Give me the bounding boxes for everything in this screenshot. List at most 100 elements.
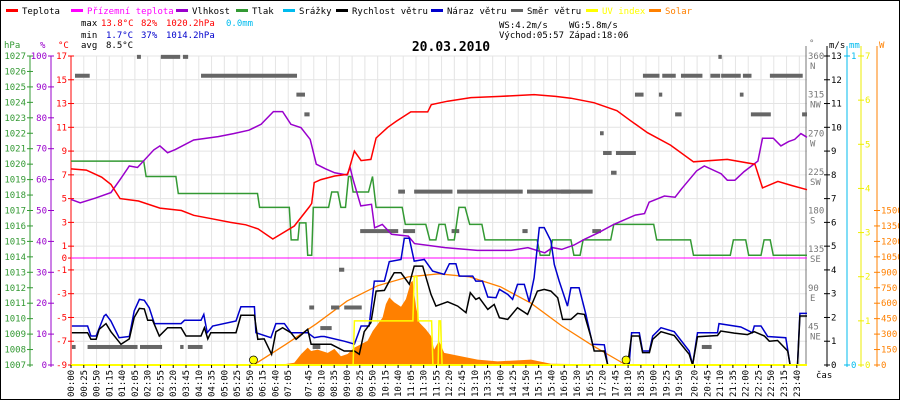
humidity-tick-label: 50: [36, 207, 47, 217]
stats-wind-speed: WS:4.2m/s: [499, 21, 548, 31]
x-tick-label: 20:45: [703, 370, 713, 397]
pressure-tick-label: 1026: [4, 67, 26, 77]
x-tick-label: 05:50: [246, 370, 256, 397]
legend-swatch: [431, 9, 443, 12]
wind-direction-mark: [320, 326, 332, 331]
x-tick-label: 12:45: [458, 370, 468, 397]
legend-label: Teplota: [22, 7, 60, 17]
pressure-tick-label: 1027: [4, 52, 26, 62]
stats-min-hum: 37%: [141, 31, 158, 41]
solar-tick-label: 0: [881, 361, 886, 371]
legend-swatch: [176, 9, 188, 12]
wind-speed-line: [71, 265, 807, 366]
stats-max-rain: 0.0mm: [226, 19, 253, 29]
wind-tick-label: 2: [831, 313, 836, 323]
humidity-tick-label: 60: [36, 176, 47, 186]
wind-direction-mark: [312, 344, 321, 349]
temperature-tick-label: -9: [56, 361, 67, 371]
legend-swatch: [236, 9, 248, 12]
rain-tick-label: 1: [851, 52, 856, 62]
wind-direction-mark: [160, 54, 181, 59]
x-tick-label: 00:50: [93, 370, 103, 397]
solar-tick-label: 450: [881, 315, 897, 325]
solar-tick-label: 300: [881, 330, 897, 340]
x-tick-label: 09:00: [343, 370, 353, 397]
x-tick-label: 22:50: [767, 370, 777, 397]
direction-tick-label: 270: [808, 129, 824, 139]
wind-tick-label: 7: [831, 195, 836, 205]
rain-unit: mm: [849, 41, 860, 51]
uv-tick-label: 4: [865, 184, 870, 194]
legend-label: Náraz větru: [447, 7, 507, 17]
uv-tick-label: 7: [865, 52, 870, 62]
wind-direction-mark: [180, 344, 184, 349]
wind-tick-label: 0: [831, 361, 836, 371]
wind-direction-mark: [296, 92, 305, 97]
wind-direction-mark: [742, 73, 752, 78]
x-tick-label: 02:55: [156, 370, 166, 397]
wind-direction-mark: [701, 344, 712, 349]
wind-direction-mark: [662, 73, 676, 78]
x-tick-label: 19:00: [650, 370, 660, 397]
wind-direction-mark: [642, 73, 660, 78]
wind-direction-mark: [658, 92, 663, 97]
legend-swatch: [511, 9, 523, 12]
series: [70, 54, 808, 366]
solar-unit: W: [879, 41, 885, 51]
wind-direction-mark: [603, 150, 612, 155]
stats-min-label: min: [81, 31, 97, 41]
pressure-tick-label: 1007: [4, 361, 26, 371]
x-tick-label: 03:45: [182, 370, 192, 397]
wind-direction-mark: [182, 54, 189, 59]
x-tick-label: 04:35: [208, 370, 218, 397]
x-tick-label: 21:35: [729, 370, 739, 397]
pressure-tick-label: 1012: [4, 284, 26, 294]
x-tick-label: 19:50: [675, 370, 685, 397]
x-tick-label: 22:00: [742, 370, 752, 397]
direction-compass-label: E: [810, 294, 815, 304]
pressure-tick-label: 1013: [4, 268, 26, 278]
solar-theoretical-line: [253, 273, 627, 366]
direction-tick-label: 315: [808, 91, 824, 101]
stats-max-label: max: [81, 19, 98, 29]
legend-label: UV index: [602, 7, 646, 17]
solar-tick-label: 1200: [881, 237, 900, 247]
uv-tick-label: 6: [865, 96, 870, 106]
wind-unit: m/s: [829, 41, 845, 51]
wind-direction-mark: [187, 344, 203, 349]
wind-direction-mark: [561, 189, 593, 194]
legend-label: Směr větru: [527, 7, 581, 17]
x-tick-label: 09:25: [356, 370, 366, 397]
temperature-tick-label: 0: [62, 254, 67, 264]
pressure-tick-label: 1017: [4, 207, 26, 217]
direction-unit: °: [809, 39, 814, 49]
solar-tick-label: 900: [881, 268, 897, 278]
x-tick-label: 16:55: [586, 370, 596, 397]
stats-sunrise: Východ:05:57: [499, 31, 564, 41]
wind-direction-mark: [721, 73, 741, 78]
direction-compass-label: W: [810, 139, 816, 149]
x-tick-label: 19:25: [662, 370, 672, 397]
humidity-tick-label: 10: [36, 330, 47, 340]
temperature-tick-label: 5: [62, 195, 67, 205]
wind-direction-mark: [634, 92, 644, 97]
legend-label: Srážky: [299, 7, 332, 17]
stats-max-hum: 82%: [141, 19, 158, 29]
x-tick-label: 11:05: [407, 370, 417, 397]
uv-tick-label: 1: [865, 317, 870, 327]
x-tick-label: 16:05: [560, 370, 570, 397]
x-tick-label: 05:25: [233, 370, 243, 397]
legend-label: Solar: [665, 7, 693, 17]
x-tick-label: 04:10: [195, 370, 205, 397]
wind-tick-label: 8: [831, 171, 836, 181]
wind-direction-mark: [360, 229, 399, 234]
x-tick-label: 10:15: [381, 370, 391, 397]
wind-tick-label: 10: [831, 123, 842, 133]
direction-tick-label: 360: [808, 52, 824, 62]
temperature-tick-label: 17: [56, 52, 67, 62]
uv-tick-label: 0: [865, 361, 870, 371]
wind-direction-mark: [527, 189, 571, 194]
pressure-tick-label: 1019: [4, 176, 26, 186]
x-tick-label: 14:25: [509, 370, 519, 397]
